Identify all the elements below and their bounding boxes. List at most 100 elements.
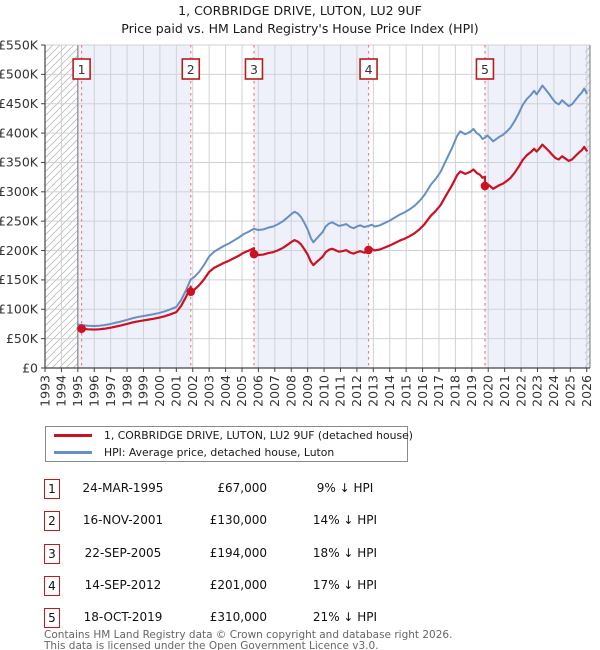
plot-band <box>77 45 191 368</box>
x-tick-label: 2005 <box>234 375 249 407</box>
sale-dot <box>249 249 259 259</box>
x-tick-label: 2009 <box>300 375 315 407</box>
legend-row-price: 1, CORBRIDGE DRIVE, LUTON, LU2 9UF (deta… <box>46 429 413 443</box>
x-tick-label: 1999 <box>136 375 151 407</box>
x-tick-label: 2002 <box>185 375 200 407</box>
hpi-line-swatch <box>54 450 92 454</box>
x-tick-label: 1993 <box>37 375 52 407</box>
sale-row-1: 1 24-MAR-1995 £67,000 9% ↓ HPI <box>44 479 464 499</box>
x-tick-label: 2011 <box>333 375 348 407</box>
x-tick-label: 1996 <box>86 375 101 407</box>
sale-date: 22-SEP-2005 <box>84 546 162 560</box>
y-tick-label: £150K <box>0 272 39 287</box>
license-note-line2: This data is licensed under the Open Gov… <box>44 640 379 650</box>
sale-dot <box>186 287 196 296</box>
x-tick-label: 2007 <box>267 375 282 407</box>
y-tick-label: £200K <box>0 243 39 258</box>
license-note-line1: Contains HM Land Registry data © Crown c… <box>44 629 453 641</box>
sale-number-text: 5 <box>481 62 489 77</box>
sale-row-3: 3 22-SEP-2005 £194,000 18% ↓ HPI <box>44 544 464 564</box>
chart-legend: 1, CORBRIDGE DRIVE, LUTON, LU2 9UF (deta… <box>45 426 413 462</box>
sale-price: £67,000 <box>217 481 267 495</box>
x-tick-label: 2004 <box>218 375 233 407</box>
legend-row-hpi: HPI: Average price, detached house, Luto… <box>46 446 407 460</box>
y-tick-label: £250K <box>0 213 39 228</box>
x-tick-label: 2003 <box>201 375 216 407</box>
sale-date: 14-SEP-2012 <box>84 578 162 592</box>
x-tick-label: 2018 <box>448 375 463 407</box>
sale-number-box <box>359 58 378 80</box>
sale-number-text: 2 <box>187 62 195 77</box>
y-tick-label: £300K <box>0 184 39 199</box>
plot-band <box>368 45 485 368</box>
y-tick-label: £550K <box>0 37 39 52</box>
license-note: Contains HM Land Registry data © Crown c… <box>44 629 453 650</box>
x-tick-label: 2014 <box>382 375 397 407</box>
sale-number-box <box>244 58 264 80</box>
sale-price: £130,000 <box>209 513 267 527</box>
sale-number-badge: 4 <box>44 576 60 596</box>
x-tick-label: 2001 <box>169 375 184 407</box>
page-title: 1, CORBRIDGE DRIVE, LUTON, LU2 9UF <box>178 3 422 18</box>
x-tick-label: 2026 <box>579 375 594 407</box>
sale-number-text: 3 <box>250 62 258 77</box>
sale-dot <box>77 324 86 333</box>
x-tick-label: 2010 <box>316 375 331 407</box>
y-tick-label: £50K <box>6 331 39 346</box>
hpi-line <box>76 84 588 328</box>
sale-vs-hpi: 17% ↓ HPI <box>312 578 378 592</box>
x-tick-label: 2006 <box>251 375 266 407</box>
y-tick-label: £350K <box>0 155 39 170</box>
x-tick-label: 2024 <box>546 375 561 407</box>
price-paid-line <box>76 143 588 331</box>
y-tick-label: £0 <box>22 360 38 375</box>
page-subtitle: Price paid vs. HM Land Registry's House … <box>121 21 479 36</box>
legend-label-price: 1, CORBRIDGE DRIVE, LUTON, LU2 9UF (deta… <box>104 429 413 443</box>
sale-row-4: 4 14-SEP-2012 £201,000 17% ↓ HPI <box>44 576 464 596</box>
plot-band <box>253 45 369 368</box>
sale-number-box <box>181 58 201 80</box>
x-tick-label: 1994 <box>54 375 69 407</box>
y-tick-label: £450K <box>0 96 39 111</box>
x-tick-label: 2013 <box>366 375 381 407</box>
x-tick-label: 2019 <box>464 375 479 407</box>
price-line-swatch <box>54 434 92 438</box>
sale-number-badge: 1 <box>44 479 60 499</box>
sale-number-text: 1 <box>78 62 86 77</box>
x-tick-label: 2021 <box>497 375 512 407</box>
plot-band <box>190 45 254 368</box>
x-tick-label: 2015 <box>398 375 413 407</box>
sale-number-badge: 3 <box>44 544 60 564</box>
x-tick-label: 2022 <box>513 375 528 407</box>
sale-vs-hpi: 21% ↓ HPI <box>312 610 378 624</box>
sale-date: 18-OCT-2019 <box>83 610 163 624</box>
sale-dot <box>480 181 490 191</box>
sale-price: £201,000 <box>209 578 267 592</box>
sale-price: £310,000 <box>209 610 267 624</box>
x-tick-label: 2016 <box>415 375 430 407</box>
x-tick-label: 2023 <box>530 375 545 407</box>
legend-label-hpi: HPI: Average price, detached house, Luto… <box>104 445 335 459</box>
sale-date: 24-MAR-1995 <box>82 481 164 495</box>
x-tick-label: 1995 <box>70 375 85 407</box>
sale-row-2: 2 16-NOV-2001 £130,000 14% ↓ HPI <box>44 511 464 531</box>
y-tick-label: £100K <box>0 302 39 317</box>
sale-vs-hpi: 9% ↓ HPI <box>316 481 374 495</box>
y-tick-label: £400K <box>0 125 39 140</box>
x-tick-label: 2012 <box>349 375 364 407</box>
sale-price: £194,000 <box>209 546 267 560</box>
sale-number-box <box>475 58 495 80</box>
y-tick-label: £500K <box>0 67 39 82</box>
x-tick-label: 2025 <box>563 375 578 407</box>
x-tick-label: 1997 <box>103 375 118 407</box>
x-tick-label: 2017 <box>431 375 446 407</box>
x-tick-label: 2020 <box>480 375 495 407</box>
sale-date: 16-NOV-2001 <box>82 513 164 527</box>
sale-number-badge: 2 <box>44 511 60 531</box>
x-tick-label: 2008 <box>283 375 298 407</box>
sale-vs-hpi: 14% ↓ HPI <box>312 513 378 527</box>
x-tick-label: 1998 <box>119 375 134 407</box>
sale-vs-hpi: 18% ↓ HPI <box>312 546 378 560</box>
sale-row-5: 5 18-OCT-2019 £310,000 21% ↓ HPI <box>44 608 464 628</box>
